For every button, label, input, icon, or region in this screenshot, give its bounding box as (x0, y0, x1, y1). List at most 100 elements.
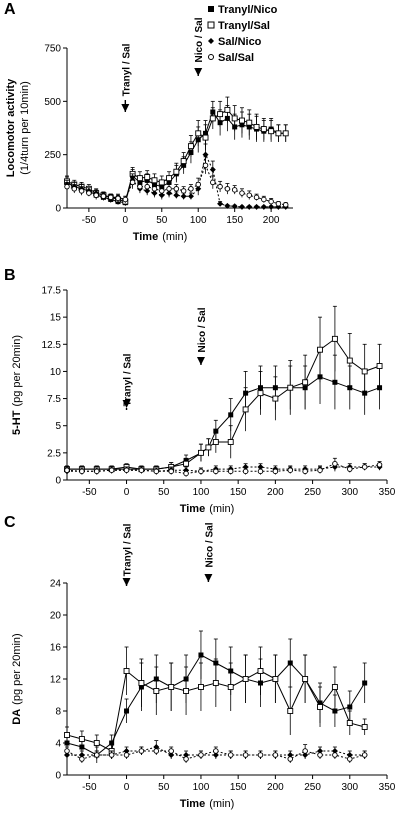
data-point (346, 720, 353, 726)
data-point (253, 203, 260, 210)
y-tick-label: 12 (50, 675, 62, 686)
data-point (361, 752, 368, 758)
data-point (287, 384, 294, 391)
data-point (64, 467, 70, 473)
data-point (205, 444, 212, 451)
annotation-arrow-head (122, 578, 131, 586)
data-point (257, 668, 264, 674)
x-tick-label: 100 (193, 782, 210, 793)
x-tick-label: 0 (124, 782, 130, 793)
data-point (231, 187, 238, 193)
series-sal-sal (64, 156, 289, 208)
legend-entry: Sal/Sal (218, 52, 254, 64)
annotation-arrow-head (194, 68, 203, 76)
data-point (138, 680, 145, 686)
y-tick-label: 5 (55, 421, 61, 432)
data-point (332, 379, 338, 385)
data-point (151, 177, 158, 184)
series-line (67, 746, 365, 756)
x-tick-label: -50 (82, 215, 97, 226)
legend-marker (207, 21, 215, 29)
data-point (64, 732, 70, 738)
data-point (317, 467, 323, 473)
x-tick-label: 300 (341, 487, 358, 498)
x-tick-label: -50 (82, 487, 97, 498)
data-point (168, 748, 174, 754)
y-tick-label: 0 (55, 476, 61, 487)
data-point (213, 468, 219, 475)
data-point (187, 193, 194, 200)
data-point (153, 688, 160, 694)
data-point (168, 468, 174, 475)
series-tranyl-sal (64, 305, 383, 473)
data-point (272, 468, 279, 475)
data-point (332, 708, 338, 714)
data-point (124, 708, 130, 714)
y-tick-label: 4 (55, 739, 61, 750)
data-point (282, 130, 289, 137)
y-axis-label-unit: (pg per 20min) (11, 633, 23, 705)
legend: Tranyl/Nico Tranyl/Sal Sal/Nico Sal/Sal (207, 4, 278, 64)
data-point (183, 756, 189, 762)
x-axis-label-name: Time (180, 798, 205, 810)
annotation-arrow-head (204, 574, 213, 582)
data-point (180, 193, 187, 200)
data-point (331, 684, 338, 690)
data-point (136, 175, 143, 182)
data-point (123, 467, 130, 473)
legend-marker (208, 54, 214, 60)
data-point (347, 466, 353, 472)
data-point (64, 183, 70, 190)
y-tick-label: 15 (50, 313, 62, 324)
y-tick-label: 24 (50, 579, 62, 590)
data-point (317, 346, 323, 353)
data-point (246, 192, 253, 198)
data-point (209, 115, 216, 122)
data-point (209, 166, 216, 173)
annotation-label: Tranyl / Sal (123, 353, 134, 406)
series-sal-sal (64, 457, 383, 477)
data-point (261, 196, 267, 203)
x-tick-label: 0 (124, 487, 130, 498)
data-point (376, 363, 383, 369)
x-tick-label: 150 (230, 487, 247, 498)
legend-entry: Tranyl/Sal (218, 20, 270, 32)
data-point (242, 406, 249, 413)
data-point (210, 179, 216, 186)
y-tick-label: 0 (55, 771, 61, 782)
data-point (257, 752, 264, 758)
data-point (153, 468, 160, 475)
data-point (198, 449, 204, 456)
data-point (331, 335, 338, 342)
x-tick-label: 350 (379, 487, 396, 498)
data-point (198, 652, 204, 658)
legend-marker (208, 38, 214, 44)
data-point (239, 117, 245, 124)
data-point (183, 460, 190, 467)
data-point (317, 752, 323, 758)
data-point (202, 162, 209, 169)
data-point (332, 460, 338, 467)
x-tick-label: 150 (230, 782, 247, 793)
data-point (78, 188, 85, 194)
data-point (376, 462, 383, 468)
data-point (268, 203, 275, 210)
data-point (302, 676, 309, 682)
data-point (115, 195, 121, 202)
data-point (78, 736, 85, 742)
data-point (224, 106, 231, 113)
legend-entry: Sal/Nico (218, 36, 262, 48)
data-point (268, 198, 274, 205)
x-tick-label: 100 (190, 215, 207, 226)
data-point (122, 196, 129, 203)
data-point (180, 188, 187, 194)
data-point (180, 158, 187, 165)
data-point (108, 467, 115, 473)
data-point (224, 186, 231, 192)
x-axis-label-name: Time (133, 231, 158, 243)
data-point (71, 186, 78, 192)
y-tick-label: 500 (44, 97, 61, 108)
data-point (231, 203, 238, 210)
x-tick-label: 200 (263, 215, 280, 226)
series-line (67, 376, 380, 470)
